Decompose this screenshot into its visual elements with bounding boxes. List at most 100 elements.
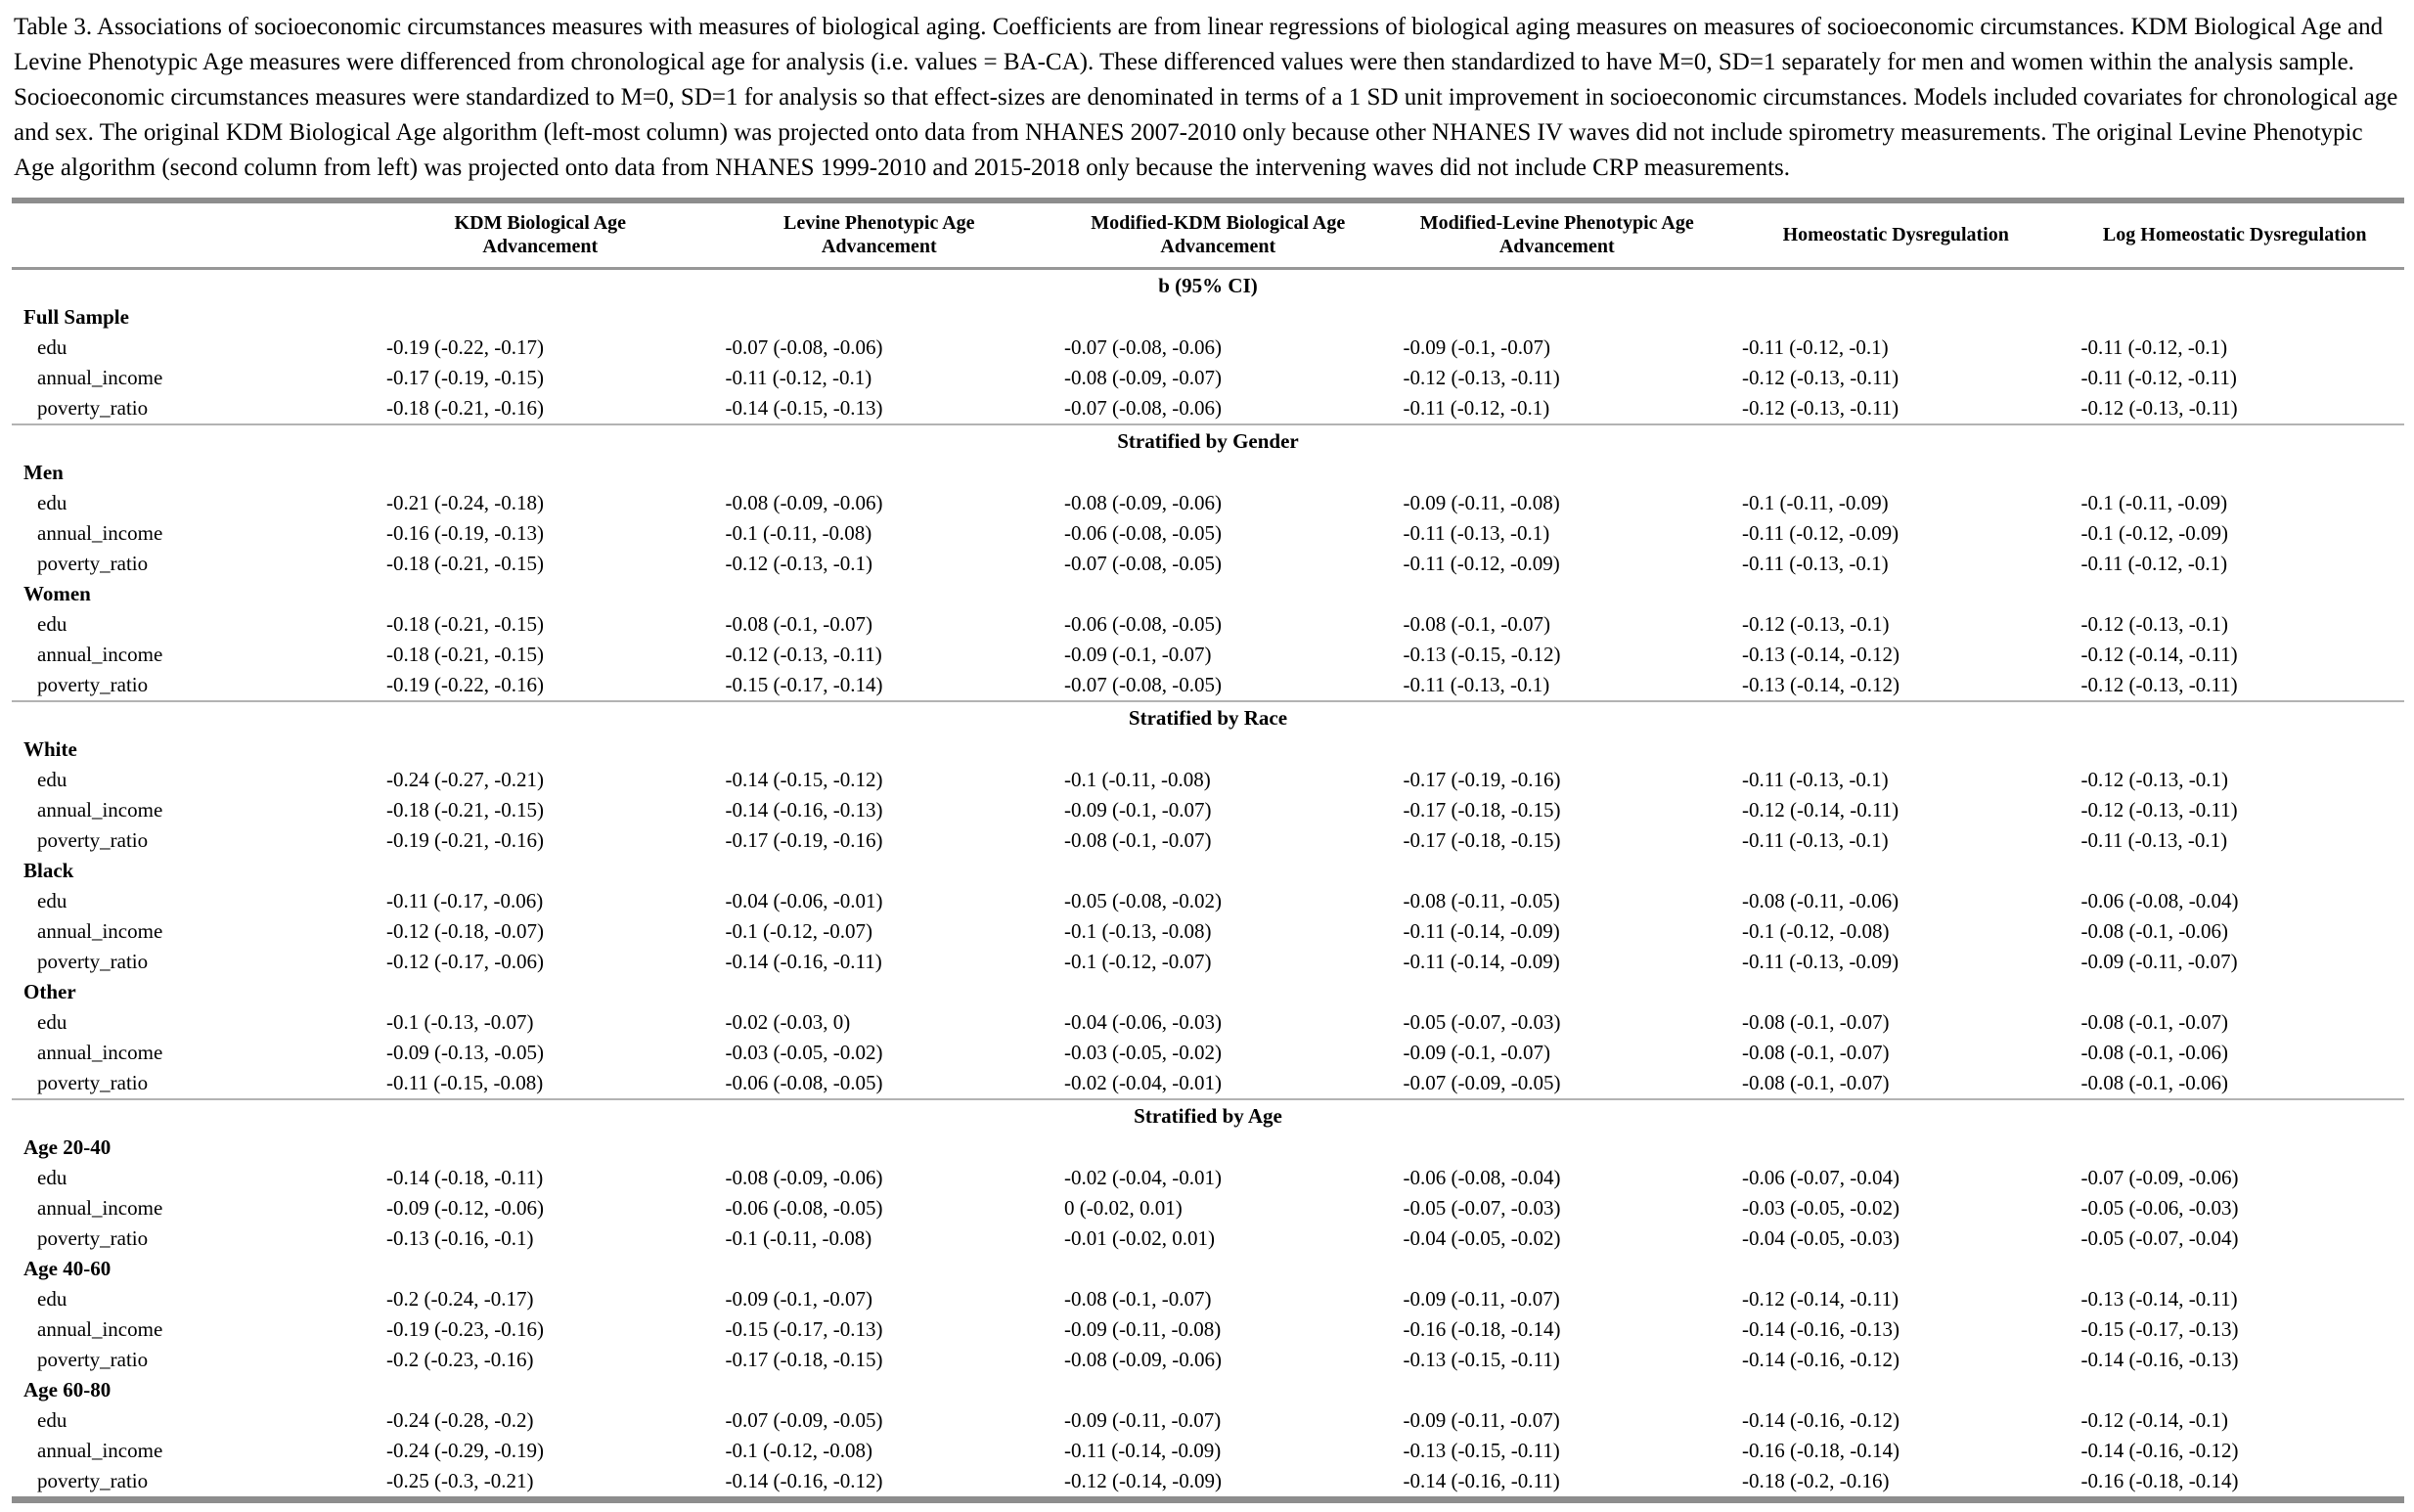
cell-value: -0.18 (-0.21, -0.15): [386, 611, 545, 636]
group-name: Age 20-40: [23, 1134, 112, 1159]
cell-value: -0.11 (-0.13, -0.1): [1403, 672, 1550, 696]
row-label: poverty_ratio: [37, 1468, 149, 1492]
group-name: Men: [23, 460, 64, 484]
cell-value: -0.2 (-0.24, -0.17): [386, 1286, 534, 1311]
cell-value: -0.09 (-0.11, -0.07): [1403, 1286, 1560, 1311]
cell-value: -0.17 (-0.19, -0.16): [1403, 767, 1561, 791]
cell-value: -0.08 (-0.11, -0.06): [1741, 888, 1900, 912]
cell-value: -0.09 (-0.1, -0.07): [1403, 1040, 1550, 1064]
cell-value: -0.06 (-0.07, -0.04): [1741, 1165, 1900, 1189]
table-row: poverty_ratio -0.11 (-0.15, -0.08) -0.06 (…: [12, 1068, 2404, 1099]
cell-value: -0.13 (-0.15, -0.12): [1403, 642, 1561, 666]
cell-value: -0.11 (-0.15, -0.08): [386, 1070, 544, 1094]
cell-value: -0.25 (-0.3, -0.21): [386, 1468, 534, 1492]
cell-value: -0.02 (-0.04, -0.01): [1064, 1165, 1222, 1189]
cell-value: -0.06 (-0.08, -0.04): [2080, 888, 2239, 912]
group-name: Age 40-60: [23, 1256, 112, 1280]
cell-value: -0.19 (-0.23, -0.16): [386, 1316, 545, 1341]
table-row: poverty_ratio -0.18 (-0.21, -0.15) -0.12 (…: [12, 549, 2404, 579]
table-row: edu -0.19 (-0.22, -0.17) -0.07 (-0.08, -0.…: [12, 333, 2404, 363]
column-header: Modified-KDM Biological Age Advancement: [1091, 212, 1346, 258]
row-label: annual_income: [37, 1040, 163, 1064]
row-label: edu: [37, 1009, 67, 1034]
cell-value: -0.12 (-0.13, -0.11): [2080, 672, 2238, 696]
row-label: annual_income: [37, 365, 163, 389]
cell-value: -0.1 (-0.11, -0.09): [1741, 490, 1889, 514]
cell-value: -0.06 (-0.08, -0.05): [725, 1070, 883, 1094]
table-row: edu -0.24 (-0.28, -0.2) -0.07 (-0.09, -0.0…: [12, 1405, 2404, 1436]
cell-value: -0.18 (-0.21, -0.15): [386, 551, 545, 575]
cell-value: -0.11 (-0.14, -0.09): [1064, 1438, 1222, 1462]
cell-value: -0.12 (-0.13, -0.1): [1741, 611, 1890, 636]
row-label: edu: [37, 1165, 67, 1189]
cell-value: -0.14 (-0.15, -0.12): [725, 767, 883, 791]
row-label: edu: [37, 490, 67, 514]
cell-value: -0.13 (-0.14, -0.12): [1741, 672, 1900, 696]
cell-value: -0.07 (-0.08, -0.06): [1064, 395, 1222, 420]
cell-value: -0.11 (-0.12, -0.09): [1403, 551, 1560, 575]
cell-value: -0.03 (-0.05, -0.02): [1064, 1040, 1222, 1064]
row-label: poverty_ratio: [37, 395, 149, 420]
table-row: annual_income -0.16 (-0.19, -0.13) -0.1 (-…: [12, 518, 2404, 549]
cell-value: -0.17 (-0.19, -0.16): [725, 827, 883, 852]
header-row: KDM Biological Age Advancement Levine Phe…: [12, 200, 2404, 269]
cell-value: -0.08 (-0.11, -0.05): [1403, 888, 1560, 912]
group-name-row: Other: [12, 977, 2404, 1007]
table-row: annual_income -0.18 (-0.21, -0.15) -0.14 (…: [12, 795, 2404, 825]
row-label: edu: [37, 1407, 67, 1432]
cell-value: -0.09 (-0.1, -0.07): [1064, 797, 1212, 822]
cell-value: -0.07 (-0.08, -0.06): [1064, 334, 1222, 359]
cell-value: -0.03 (-0.05, -0.02): [1741, 1195, 1900, 1220]
cell-value: -0.09 (-0.11, -0.07): [1403, 1407, 1560, 1432]
cell-value: -0.14 (-0.16, -0.12): [725, 1468, 883, 1492]
cell-value: -0.09 (-0.11, -0.07): [1064, 1407, 1222, 1432]
cell-value: -0.14 (-0.16, -0.13): [725, 797, 883, 822]
estimate-subheader-row: b (95% CI): [12, 268, 2404, 302]
cell-value: -0.09 (-0.13, -0.05): [386, 1040, 545, 1064]
cell-value: -0.11 (-0.13, -0.1): [2080, 827, 2228, 852]
cell-value: -0.09 (-0.11, -0.07): [2080, 949, 2238, 973]
cell-value: -0.2 (-0.23, -0.16): [386, 1347, 534, 1371]
cell-value: -0.06 (-0.08, -0.05): [1064, 520, 1222, 545]
cell-value: -0.18 (-0.21, -0.15): [386, 797, 545, 822]
cell-value: 0 (-0.02, 0.01): [1064, 1195, 1183, 1220]
cell-value: -0.12 (-0.14, -0.11): [1741, 797, 1900, 822]
row-label: edu: [37, 767, 67, 791]
cell-value: -0.06 (-0.08, -0.05): [725, 1195, 883, 1220]
cell-value: -0.12 (-0.17, -0.06): [386, 949, 545, 973]
cell-value: -0.11 (-0.12, -0.1): [2080, 551, 2228, 575]
cell-value: -0.11 (-0.13, -0.1): [1741, 767, 1889, 791]
cell-value: -0.12 (-0.13, -0.11): [1403, 365, 1560, 389]
group-name-row: Age 20-40: [12, 1133, 2404, 1163]
table-row: annual_income -0.17 (-0.19, -0.15) -0.11 (…: [12, 363, 2404, 393]
cell-value: -0.12 (-0.13, -0.11): [2080, 395, 2238, 420]
cell-value: -0.12 (-0.13, -0.1): [725, 551, 872, 575]
cell-value: -0.07 (-0.09, -0.05): [725, 1407, 883, 1432]
group-name-row: Age 40-60: [12, 1254, 2404, 1284]
table-row: edu -0.2 (-0.24, -0.17) -0.09 (-0.1, -0.07…: [12, 1284, 2404, 1314]
table-row: poverty_ratio -0.18 (-0.21, -0.16) -0.14 (…: [12, 393, 2404, 424]
cell-value: -0.17 (-0.19, -0.15): [386, 365, 545, 389]
cell-value: -0.08 (-0.1, -0.07): [725, 611, 872, 636]
cell-value: -0.17 (-0.18, -0.15): [1403, 797, 1561, 822]
cell-value: -0.13 (-0.15, -0.11): [1403, 1347, 1560, 1371]
cell-value: -0.08 (-0.09, -0.06): [725, 490, 883, 514]
cell-value: -0.06 (-0.08, -0.04): [1403, 1165, 1561, 1189]
cell-value: -0.16 (-0.19, -0.13): [386, 520, 545, 545]
cell-value: -0.1 (-0.11, -0.09): [2080, 490, 2228, 514]
group-name-row: Age 60-80: [12, 1375, 2404, 1405]
cell-value: -0.07 (-0.08, -0.06): [725, 334, 883, 359]
cell-value: -0.04 (-0.05, -0.03): [1741, 1225, 1900, 1250]
row-label: annual_income: [37, 642, 163, 666]
group-name-row: Women: [12, 579, 2404, 609]
row-label: annual_income: [37, 797, 163, 822]
cell-value: -0.13 (-0.16, -0.1): [386, 1225, 534, 1250]
cell-value: -0.17 (-0.18, -0.15): [725, 1347, 883, 1371]
table-row: poverty_ratio -0.19 (-0.21, -0.16) -0.17 (…: [12, 825, 2404, 856]
cell-value: -0.05 (-0.06, -0.03): [2080, 1195, 2239, 1220]
cell-value: -0.11 (-0.12, -0.1): [1403, 395, 1550, 420]
cell-value: -0.07 (-0.09, -0.06): [2080, 1165, 2239, 1189]
table-row: annual_income -0.24 (-0.29, -0.19) -0.1 (-…: [12, 1436, 2404, 1466]
cell-value: -0.07 (-0.09, -0.05): [1403, 1070, 1561, 1094]
